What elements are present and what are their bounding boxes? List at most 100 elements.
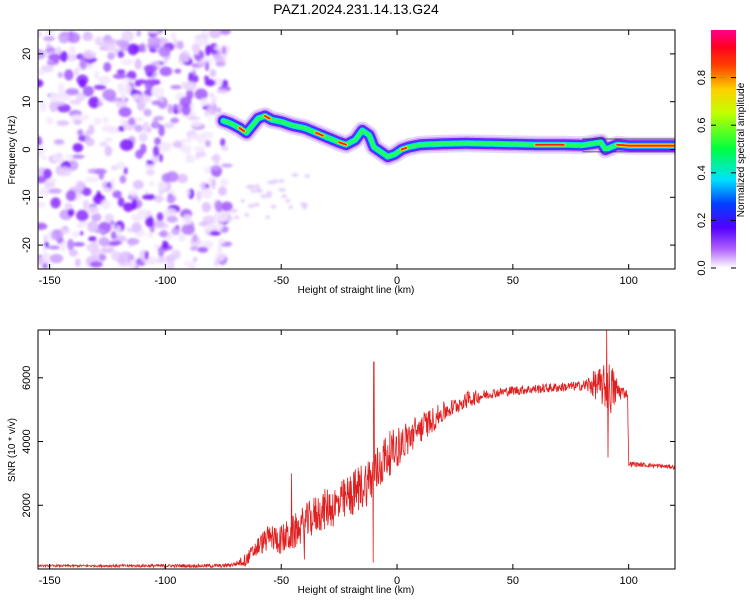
x-tick-label: -150 bbox=[39, 575, 61, 587]
noise-blob bbox=[219, 30, 231, 35]
noise-blob bbox=[43, 36, 55, 42]
noise-blob bbox=[98, 253, 107, 262]
noise-blob bbox=[210, 165, 221, 171]
noise-blob bbox=[177, 173, 188, 184]
noise-blob bbox=[131, 198, 138, 210]
noise-blob bbox=[101, 187, 116, 193]
noise-blob bbox=[213, 259, 219, 267]
noise-blob bbox=[43, 168, 52, 180]
noise-blob bbox=[140, 42, 146, 53]
noise-blob bbox=[49, 100, 58, 113]
noise-blob bbox=[146, 233, 154, 238]
noise-blob bbox=[123, 166, 128, 175]
noise-blob bbox=[183, 81, 197, 92]
y-tick-label: 20 bbox=[21, 48, 33, 60]
noise-blob bbox=[165, 260, 175, 269]
noise-blob bbox=[68, 45, 76, 56]
noise-blob bbox=[217, 244, 223, 254]
noise-blob bbox=[96, 190, 102, 199]
noise-blob bbox=[82, 85, 94, 97]
noise-blob bbox=[209, 30, 222, 39]
noise-blob bbox=[58, 166, 72, 177]
noise-blob bbox=[144, 250, 149, 260]
noise-blob bbox=[41, 155, 47, 160]
noise-blob bbox=[170, 117, 180, 124]
noise-blob bbox=[48, 188, 62, 194]
noise-blob bbox=[119, 175, 127, 184]
noise-blob bbox=[116, 161, 126, 170]
noise-blob bbox=[211, 178, 216, 190]
noise-blob bbox=[81, 187, 92, 197]
noise-blob bbox=[154, 137, 162, 146]
noise-blob bbox=[93, 117, 102, 126]
noise-blob bbox=[188, 260, 196, 269]
noise-blob bbox=[110, 231, 117, 240]
noise-blob bbox=[58, 31, 70, 44]
noise-blob bbox=[136, 208, 151, 219]
noise-blob bbox=[88, 236, 97, 242]
noise-blob bbox=[110, 177, 116, 188]
noise-blob bbox=[143, 64, 158, 73]
noise-blob bbox=[116, 257, 127, 264]
figure-title: PAZ1.2024.231.14.13.G24 bbox=[273, 1, 439, 17]
noise-blob bbox=[88, 124, 95, 136]
noise-blob bbox=[38, 49, 46, 60]
x-tick-label: 50 bbox=[507, 575, 519, 587]
noise-blob bbox=[58, 82, 65, 94]
noise-blob bbox=[147, 30, 160, 34]
noise-blob bbox=[39, 101, 47, 112]
noise-blob bbox=[143, 108, 152, 117]
noise-blob bbox=[209, 230, 221, 236]
noise-blob bbox=[171, 249, 181, 259]
x-tick-label: 0 bbox=[394, 275, 400, 287]
noise-blob bbox=[185, 154, 196, 164]
noise-blob bbox=[212, 153, 220, 165]
snr-x-ticks: -150 -100 -50 0 50 100 bbox=[39, 330, 638, 587]
noise-blob bbox=[57, 103, 71, 113]
noise-blob bbox=[142, 193, 156, 201]
noise-blob bbox=[59, 51, 69, 63]
noise-blob bbox=[67, 238, 75, 251]
noise-blob bbox=[144, 163, 156, 169]
snr-x-label: Height of straight line (km) bbox=[298, 585, 415, 596]
noise-blob bbox=[196, 190, 202, 201]
noise-blob bbox=[152, 145, 160, 157]
y-tick-label: -10 bbox=[21, 189, 33, 205]
noise-blob bbox=[285, 198, 291, 203]
noise-blob bbox=[119, 139, 134, 151]
noise-blob bbox=[76, 209, 89, 222]
noise-blob bbox=[77, 129, 84, 137]
noise-blob bbox=[154, 194, 163, 204]
noise-blob bbox=[191, 233, 198, 243]
noise-blob bbox=[42, 263, 48, 269]
noise-blob bbox=[215, 200, 223, 213]
noise-blob bbox=[44, 30, 56, 36]
noise-blob bbox=[153, 244, 160, 249]
noise-blob bbox=[64, 202, 73, 210]
noise-blob bbox=[38, 222, 48, 230]
noise-blob bbox=[181, 103, 191, 116]
noise-blob bbox=[230, 208, 238, 213]
noise-blob bbox=[104, 213, 114, 222]
noise-blob bbox=[165, 171, 179, 183]
noise-blob bbox=[191, 71, 196, 76]
noise-blob bbox=[94, 228, 107, 234]
y-tick-label: -20 bbox=[21, 237, 33, 253]
noise-blob bbox=[278, 178, 285, 183]
noise-blob bbox=[86, 206, 100, 215]
noise-blob bbox=[74, 258, 81, 268]
noise-blob bbox=[123, 83, 132, 96]
noise-blob bbox=[104, 145, 113, 157]
noise-blob bbox=[107, 241, 119, 247]
noise-blob bbox=[138, 132, 148, 142]
noise-blob bbox=[205, 44, 211, 57]
noise-blob bbox=[147, 36, 161, 46]
x-tick-label: 50 bbox=[507, 275, 519, 287]
spectrogram-x-label: Height of straight line (km) bbox=[298, 285, 415, 296]
noise-blob bbox=[134, 81, 142, 87]
noise-blob bbox=[197, 151, 207, 158]
snr-y-label: SNR (10 * v/v) bbox=[7, 418, 18, 482]
noise-blob bbox=[140, 143, 147, 155]
noise-blob bbox=[170, 32, 177, 41]
